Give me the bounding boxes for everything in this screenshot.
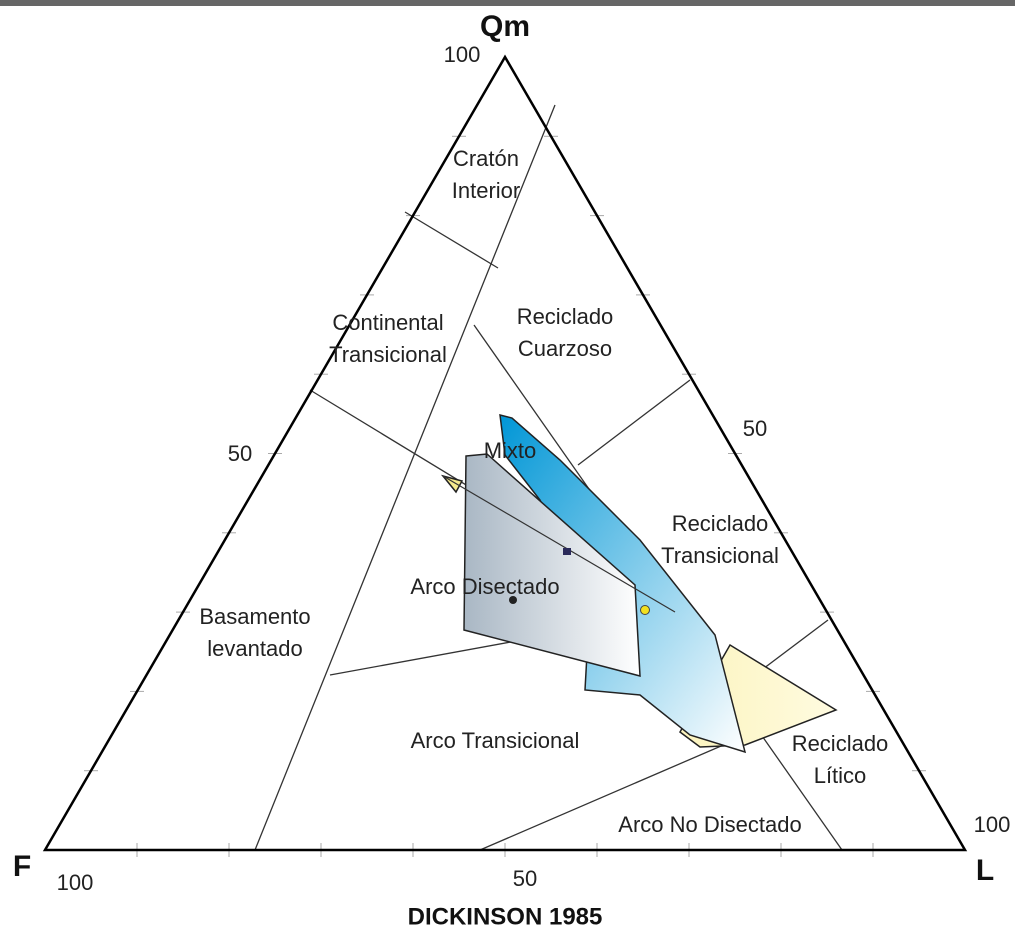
vertex-label: L bbox=[976, 854, 994, 887]
scale-label: 50 bbox=[743, 416, 767, 441]
region-label: Arco No Disectado bbox=[618, 812, 801, 837]
scale-label: 50 bbox=[513, 866, 537, 891]
caption: DICKINSON 1985 bbox=[408, 903, 603, 930]
point bbox=[640, 605, 650, 615]
region-label: Basamento bbox=[199, 604, 310, 629]
region-label: Arco Transicional bbox=[411, 728, 580, 753]
fields bbox=[440, 414, 838, 754]
point bbox=[509, 596, 517, 604]
region-label: Cuarzoso bbox=[518, 336, 612, 361]
region-label: Reciclado bbox=[792, 731, 889, 756]
region-label: Continental bbox=[332, 310, 443, 335]
region-label: Transicional bbox=[329, 342, 447, 367]
point bbox=[563, 548, 571, 555]
triangle bbox=[42, 54, 968, 852]
region-label: Interior bbox=[452, 178, 520, 203]
vertex-label: F bbox=[13, 850, 31, 883]
region-label: Reciclado bbox=[672, 511, 769, 536]
scale-label: 50 bbox=[228, 441, 252, 466]
region-label: Lítico bbox=[814, 763, 867, 788]
overlay-line bbox=[442, 475, 676, 613]
region-label: Mixto bbox=[484, 438, 537, 463]
vertex-label: Qm bbox=[480, 10, 530, 43]
region-label: levantado bbox=[207, 636, 302, 661]
scale-label: 100 bbox=[444, 42, 481, 67]
region-label: Reciclado bbox=[517, 304, 614, 329]
region-label: Transicional bbox=[661, 543, 779, 568]
scale-label: 100 bbox=[974, 812, 1011, 837]
region-labels: Cratón Interior Continental Transicional Rec… bbox=[199, 146, 888, 837]
top-bar bbox=[0, 0, 1015, 6]
region-label: Arco Disectado bbox=[410, 574, 559, 599]
scale-label: 100 bbox=[57, 870, 94, 895]
region-label: Cratón bbox=[453, 146, 519, 171]
